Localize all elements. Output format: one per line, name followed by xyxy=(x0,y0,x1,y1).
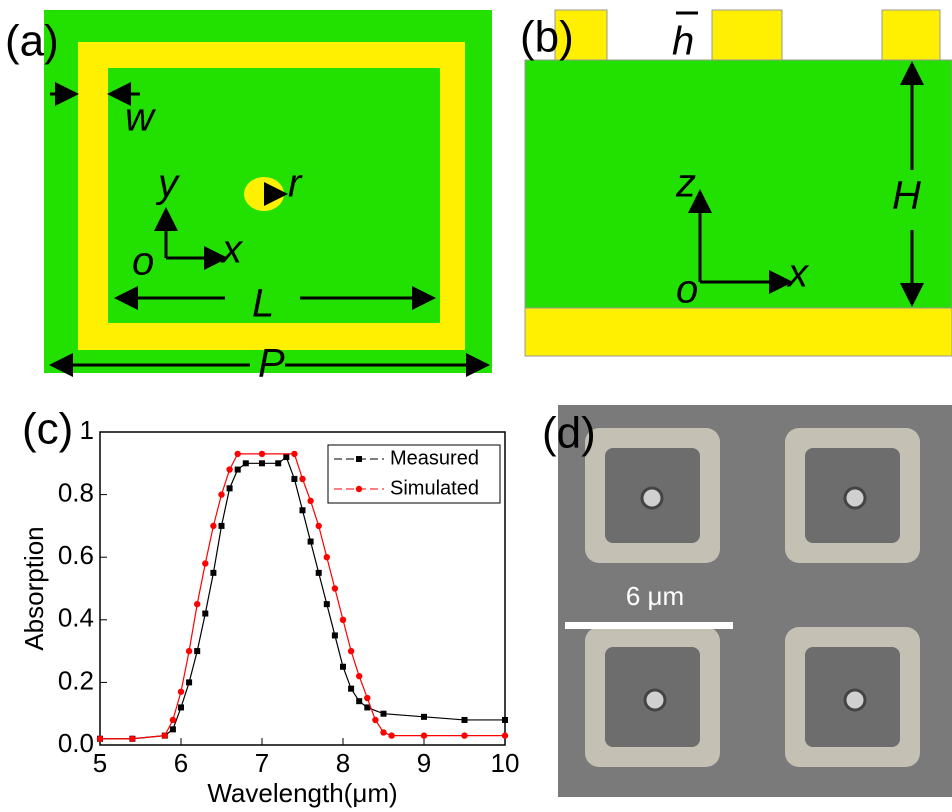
panel-label: (b) xyxy=(520,13,574,62)
marker xyxy=(502,732,508,738)
label: x xyxy=(786,252,810,296)
marker xyxy=(194,601,200,607)
y-tick-label: 1 xyxy=(80,415,94,445)
marker xyxy=(299,476,305,482)
x-tick-label: 5 xyxy=(93,748,107,778)
legend-label: Measured xyxy=(390,447,479,469)
marker xyxy=(364,695,370,701)
marker xyxy=(259,460,265,466)
dielectric xyxy=(525,60,952,308)
legend-marker xyxy=(356,486,362,492)
legend-marker xyxy=(356,456,362,462)
marker xyxy=(170,717,176,723)
marker xyxy=(388,732,394,738)
legend-label: Simulated xyxy=(390,477,479,499)
label: H xyxy=(892,174,921,218)
marker xyxy=(283,454,289,460)
label: x xyxy=(220,228,244,272)
x-tick-label: 9 xyxy=(417,748,431,778)
marker xyxy=(210,523,216,529)
marker xyxy=(340,617,346,623)
y-axis-title: Absorption xyxy=(19,526,49,650)
marker xyxy=(332,585,338,591)
label: w xyxy=(125,96,157,140)
chart: 5 6 7 8 9 10 0.0 0.2 0.4 0.6 0.8 1 Wavelength(μm) Abs… xyxy=(19,405,520,808)
marker xyxy=(162,732,168,738)
x-tick-label: 8 xyxy=(336,748,350,778)
marker xyxy=(129,736,135,742)
page: (a) w r y o x L P (b) h z o x H 6 μm (d)… xyxy=(0,0,952,812)
marker xyxy=(300,507,306,513)
figure: (a) w r y o x L P (b) h z o x H 6 μm (d)… xyxy=(0,0,952,812)
y-tick-label: 0.4 xyxy=(58,603,94,633)
marker xyxy=(340,664,346,670)
marker xyxy=(259,451,265,457)
marker xyxy=(186,648,192,654)
panel-label: (c) xyxy=(22,405,73,454)
marker xyxy=(178,704,184,710)
marker xyxy=(421,732,427,738)
x-axis-title: Wavelength(μm) xyxy=(207,778,397,808)
marker xyxy=(324,554,330,560)
marker xyxy=(380,729,386,735)
marker xyxy=(186,679,192,685)
marker xyxy=(202,611,208,617)
marker xyxy=(308,539,314,545)
marker xyxy=(356,673,362,679)
marker xyxy=(462,717,468,723)
ground xyxy=(525,308,952,356)
x-tick-label: 6 xyxy=(174,748,188,778)
marker xyxy=(275,460,281,466)
marker xyxy=(316,570,322,576)
label: h xyxy=(672,20,694,64)
marker xyxy=(218,491,224,497)
y-tick-label: 0.2 xyxy=(58,665,94,695)
y-tick-label: 0.6 xyxy=(58,540,94,570)
label: r xyxy=(288,162,303,206)
panel-label: (d) xyxy=(542,409,596,458)
marker xyxy=(194,648,200,654)
marker xyxy=(316,523,322,529)
marker xyxy=(235,467,241,473)
marker xyxy=(332,632,338,638)
y-tick-label: 0.8 xyxy=(58,477,94,507)
x-tick-label: 10 xyxy=(491,748,520,778)
x-tick-label: 7 xyxy=(255,748,269,778)
marker xyxy=(348,648,354,654)
marker xyxy=(219,523,225,529)
block xyxy=(712,10,782,60)
y-tick-label: 0.0 xyxy=(58,728,94,758)
marker xyxy=(381,711,387,717)
marker xyxy=(307,498,313,504)
marker xyxy=(372,717,378,723)
block xyxy=(882,10,940,60)
label: o xyxy=(132,240,154,284)
marker xyxy=(97,736,103,742)
label: y xyxy=(155,162,181,206)
marker xyxy=(291,476,297,482)
marker xyxy=(243,460,249,466)
marker xyxy=(227,485,233,491)
marker xyxy=(324,601,330,607)
marker xyxy=(170,726,176,732)
scale-label: 6 μm xyxy=(626,581,684,611)
marker xyxy=(348,686,354,692)
marker xyxy=(291,451,297,457)
label: P xyxy=(258,342,285,386)
marker xyxy=(202,560,208,566)
marker xyxy=(235,451,241,457)
marker xyxy=(421,714,427,720)
marker xyxy=(210,570,216,576)
label: z xyxy=(675,162,696,206)
scale-bar xyxy=(565,622,733,629)
marker xyxy=(226,466,232,472)
marker xyxy=(461,732,467,738)
label: L xyxy=(252,282,274,326)
panel-label: (a) xyxy=(5,17,59,66)
marker xyxy=(178,689,184,695)
label: o xyxy=(676,268,698,312)
marker xyxy=(502,717,508,723)
marker xyxy=(356,698,362,704)
